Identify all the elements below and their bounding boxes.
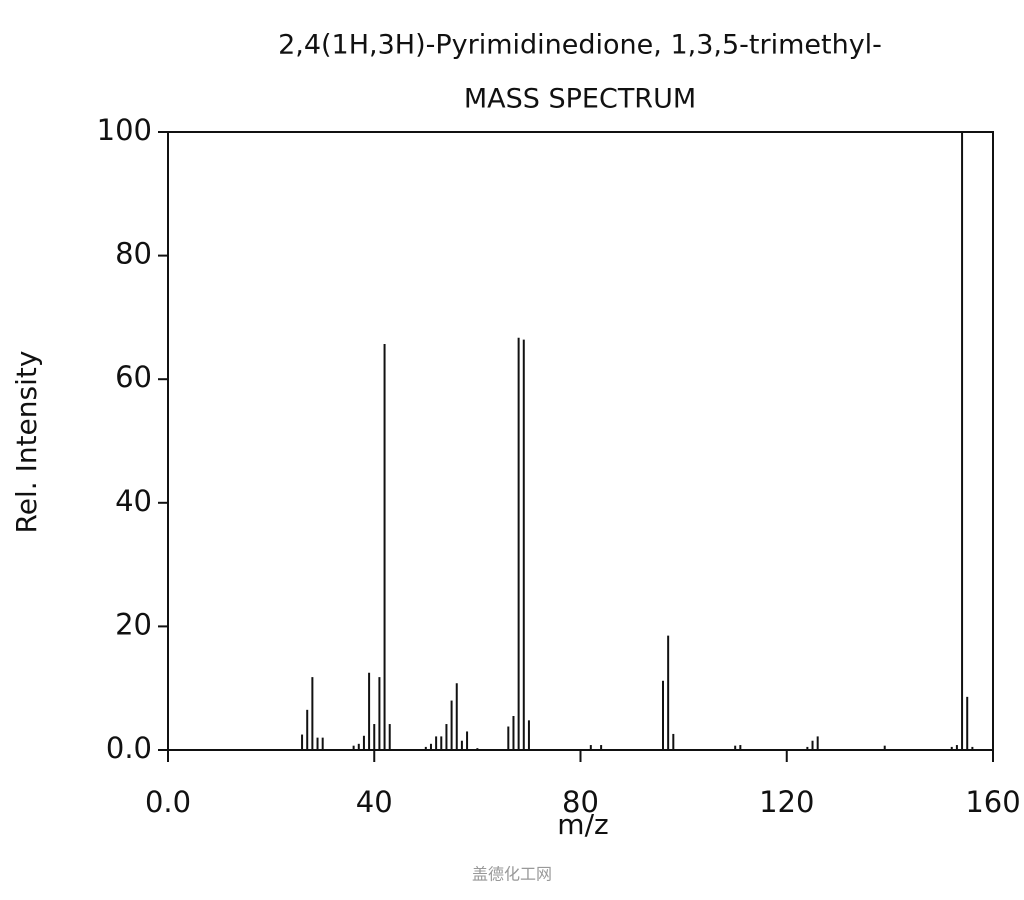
x-tick-label: 40 xyxy=(356,785,393,819)
y-tick-label: 100 xyxy=(97,113,152,147)
x-tick-label: 120 xyxy=(759,785,814,819)
y-tick-label: 60 xyxy=(115,360,152,394)
watermark: 盖德化工网 xyxy=(472,865,552,884)
y-tick-label: 20 xyxy=(115,607,152,641)
y-tick-label: 80 xyxy=(115,237,152,271)
y-axis-label: Rel. Intensity xyxy=(10,351,43,534)
x-tick-label: 80 xyxy=(562,785,599,819)
x-axis-label: m/z xyxy=(557,808,608,841)
chart-title: 2,4(1H,3H)-Pyrimidinedione, 1,3,5-trimet… xyxy=(278,30,882,61)
chart-subtitle: MASS SPECTRUM xyxy=(464,84,696,115)
x-tick-label: 0.0 xyxy=(145,785,191,819)
plot-frame xyxy=(167,131,994,751)
x-tick-label: 160 xyxy=(965,785,1020,819)
y-tick-label: 0.0 xyxy=(106,731,152,765)
y-tick-label: 40 xyxy=(115,484,152,518)
